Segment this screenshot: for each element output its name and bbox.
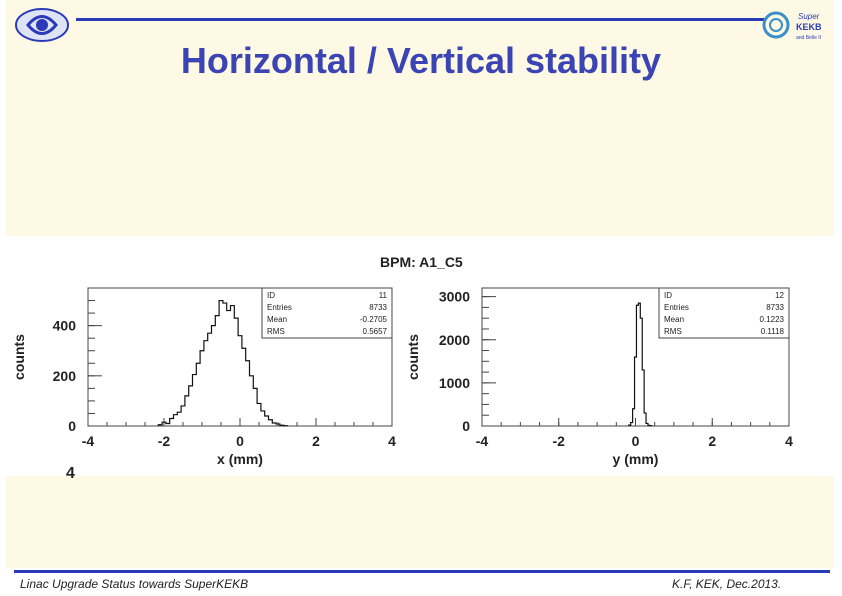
chart2-stats-label: Mean — [664, 315, 684, 324]
chart2-y-tick-label: 0 — [462, 418, 470, 434]
footer-rule — [14, 570, 830, 573]
chart1-y-tick-label: 400 — [53, 318, 77, 334]
chart1-x-tick-label: 4 — [388, 433, 396, 449]
chart1-stats-value: 11 — [379, 291, 388, 300]
chart1-stats-value: 0.5657 — [363, 327, 388, 336]
logo-right-text-1: Super — [798, 12, 820, 21]
chart1-y-axis-label: counts — [11, 334, 27, 380]
chart1-x-axis-label: x (mm) — [217, 451, 263, 467]
chart1-stats-value: 8733 — [369, 303, 387, 312]
chart2-y-tick-label: 1000 — [439, 375, 470, 391]
chart2-stats-value: 12 — [775, 291, 784, 300]
chart1-x-tick-label: 0 — [236, 433, 244, 449]
chart2-stats-value: 8733 — [766, 303, 784, 312]
plot-panel: BPM: A1_C5 -4 -2 0 2 4 0 200 400 x (mm) counts ID 1… — [6, 236, 834, 476]
chart1-stats-value: -0.2705 — [360, 315, 388, 324]
chart2-x-tick-label: 4 — [785, 433, 793, 449]
chart1-x-tick-label: -2 — [158, 433, 171, 449]
chart2-x-axis-label: y (mm) — [613, 451, 659, 467]
chart1-y-tick-label: 200 — [53, 368, 77, 384]
stray-label: 4 — [66, 465, 75, 482]
chart1-stats-label: RMS — [267, 327, 285, 336]
logo-right-text-2: KEKB — [796, 22, 822, 32]
chart2-y-tick-label: 2000 — [439, 332, 470, 348]
chart1-stats-label: Entries — [267, 303, 292, 312]
chart1-x-tick-label: -4 — [82, 433, 95, 449]
chart2-y-tick-label: 3000 — [439, 289, 470, 305]
chart1-x-tick-label: 2 — [312, 433, 320, 449]
chart2-histogram-series — [628, 302, 653, 427]
chart2-stats-value: 0.1118 — [761, 327, 785, 336]
chart2-x-tick-label: 2 — [708, 433, 716, 449]
chart1-histogram-series — [157, 299, 289, 427]
footer-right-text: K.F, KEK, Dec.2013. — [672, 577, 782, 591]
chart2-x-tick-label: 0 — [632, 433, 640, 449]
chart2-y-axis-label: counts — [405, 334, 421, 380]
chart2-stats-label: Entries — [664, 303, 689, 312]
slide-background-top — [6, 0, 834, 236]
chart1-stats-label: ID — [267, 291, 275, 300]
slide-title: Horizontal / Vertical stability — [180, 40, 662, 81]
chart2-stats-box — [658, 287, 790, 339]
footer-left-text: Linac Upgrade Status towards SuperKEKB — [20, 577, 249, 591]
chart2-x-tick-label: -2 — [553, 433, 566, 449]
chart1-stats-box — [261, 287, 393, 339]
chart1-stats-label: Mean — [267, 315, 287, 324]
chart2-stats-label: ID — [664, 291, 672, 300]
superkekb-logo-icon: Super KEKB and Belle II — [762, 11, 822, 41]
chart2-stats-value: 0.1223 — [760, 315, 785, 324]
chart2-stats-label: RMS — [664, 327, 682, 336]
chart1-y-tick-label: 0 — [68, 418, 76, 434]
kek-logo-icon — [15, 8, 69, 42]
chart2-x-tick-label: -4 — [476, 433, 489, 449]
logo-right-text-3: and Belle II — [796, 35, 821, 41]
header-rule — [76, 18, 766, 21]
figure-title: BPM: A1_C5 — [380, 254, 463, 270]
slide-background-bottom — [6, 476, 834, 568]
